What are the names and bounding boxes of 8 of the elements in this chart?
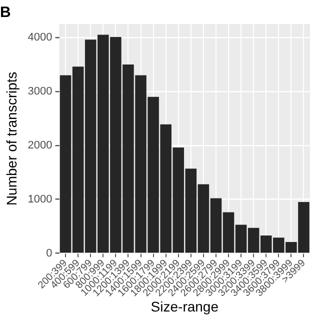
y-tick-label: 3000 (28, 85, 52, 98)
y-tick-label: 2000 (28, 139, 52, 152)
y-tick-label: 1000 (28, 193, 52, 206)
y-tick-label: 4000 (28, 32, 52, 44)
chart-title: B (0, 4, 11, 22)
x-axis-title: Size-range (150, 298, 219, 314)
y-tick-label: 0 (46, 247, 52, 260)
y-axis-title: Number of transcripts (3, 72, 20, 206)
